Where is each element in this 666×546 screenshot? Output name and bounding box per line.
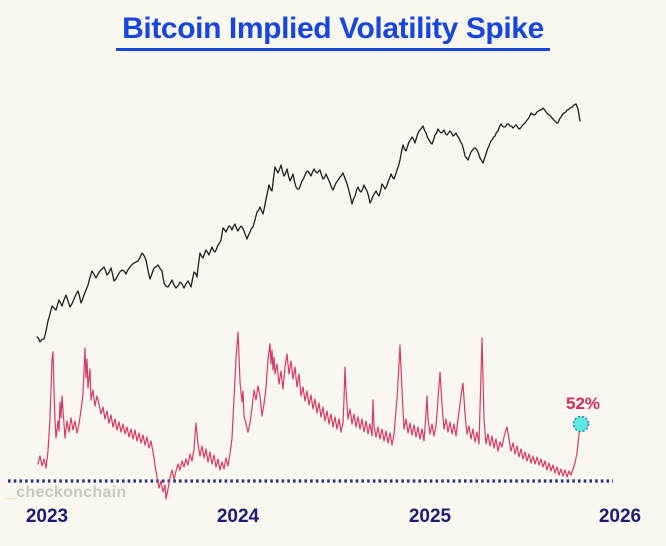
x-tick-2026: 2026 [598, 506, 642, 527]
x-tick-2024: 2024 [216, 506, 260, 527]
title-wrap: Bitcoin Implied Volatility Spike [0, 12, 666, 51]
page-title: Bitcoin Implied Volatility Spike [116, 12, 550, 51]
latest-value-label: 52% [566, 394, 600, 413]
checkonchain-watermark: _checkonchain [7, 484, 127, 502]
latest-point-marker [572, 415, 590, 433]
x-tick-2025: 2025 [408, 506, 452, 527]
implied-volatility-line [37, 331, 581, 500]
x-tick-2023: 2023 [25, 506, 69, 527]
watermark-name: checkonchain [16, 484, 127, 501]
bitcoin-price-line [36, 103, 581, 343]
watermark-prefix: _ [7, 484, 17, 501]
